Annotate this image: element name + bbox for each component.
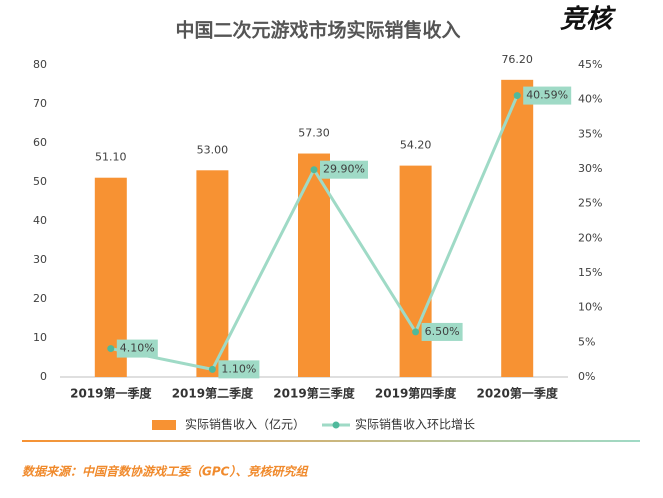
separator <box>22 440 640 442</box>
bar-value-label: 57.30 <box>298 127 330 140</box>
y2-tick-label: 15% <box>578 266 602 279</box>
legend-label: 实际销售收入（亿元） <box>185 417 305 432</box>
bar-value-label: 51.10 <box>95 151 127 164</box>
line-value-label: 29.90% <box>323 163 365 176</box>
y-tick-label: 50 <box>33 175 47 188</box>
x-tick-label: 2020第一季度 <box>476 386 558 401</box>
y2-tick-label: 30% <box>578 162 602 175</box>
source: 数据来源：中国音数协游戏工委（GPC）、竞核研究组 <box>22 465 309 479</box>
line-value-label: 40.59% <box>526 89 568 102</box>
legend-swatch <box>152 420 176 430</box>
bar-value-label: 53.00 <box>197 143 229 156</box>
bar <box>399 165 432 377</box>
chart-title: 中国二次元游戏市场实际销售收入 <box>175 19 460 42</box>
line-marker <box>412 328 420 336</box>
legend-label: 实际销售收入环比增长 <box>355 417 475 432</box>
y-tick-label: 0 <box>40 370 47 383</box>
y-tick-label: 20 <box>33 292 47 305</box>
bar-value-label: 76.20 <box>501 53 533 66</box>
y-tick-label: 60 <box>33 136 47 149</box>
line-value-label: 6.50% <box>425 325 460 338</box>
line-marker <box>513 92 521 100</box>
label-box <box>116 339 158 358</box>
x-tick-label: 2019第三季度 <box>273 386 355 401</box>
bar-value-label: 54.20 <box>400 139 432 152</box>
y2-tick-label: 0% <box>578 370 595 383</box>
line-value-label: 4.10% <box>120 342 155 355</box>
y2-tick-label: 25% <box>578 197 602 210</box>
x-tick-label: 2019第一季度 <box>70 386 152 401</box>
bar <box>196 170 229 377</box>
label-box <box>421 322 463 341</box>
line-marker <box>208 365 216 373</box>
x-tick-label: 2019第二季度 <box>172 386 254 401</box>
y2-tick-label: 10% <box>578 301 602 314</box>
line-marker <box>310 166 318 174</box>
label-box <box>523 86 572 105</box>
y-tick-label: 40 <box>33 214 47 227</box>
y-tick-label: 70 <box>33 97 47 110</box>
label-box <box>320 160 368 179</box>
y-tick-label: 80 <box>33 58 47 71</box>
bar <box>501 79 534 377</box>
line-value-label: 1.10% <box>221 362 256 375</box>
y-tick-label: 10 <box>33 331 47 344</box>
y2-tick-label: 45% <box>578 58 602 71</box>
y-tick-label: 30 <box>33 253 47 266</box>
legend-swatch <box>332 421 340 429</box>
x-tick-label: 2019第四季度 <box>375 386 457 401</box>
y2-tick-label: 40% <box>578 93 602 106</box>
label-box <box>218 360 260 379</box>
logo: 竞核 <box>560 5 617 35</box>
y2-tick-label: 20% <box>578 231 602 244</box>
y2-tick-label: 5% <box>578 335 595 348</box>
y2-tick-label: 35% <box>578 127 602 140</box>
line-marker <box>107 345 115 353</box>
